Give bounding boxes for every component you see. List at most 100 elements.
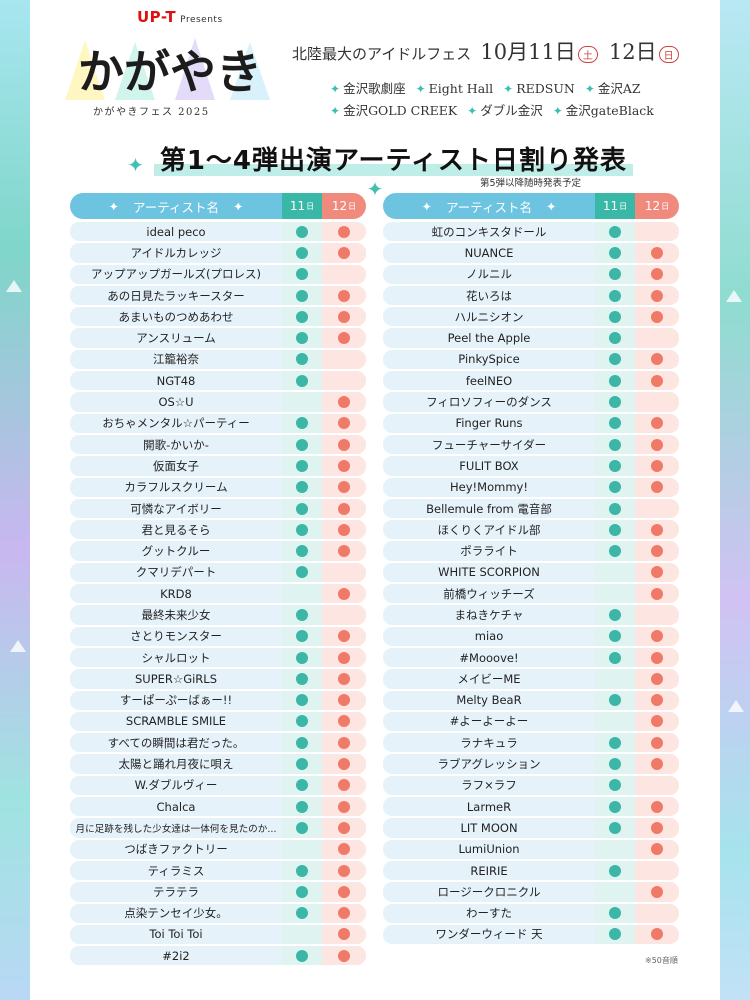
day12-cell [322,711,366,732]
table-row: すべての瞬間は君だった。 [70,733,366,753]
day11-mark [296,715,308,728]
artist-name: まねきケチャ [383,605,595,625]
day11-mark [296,459,308,472]
table-row: カラフルスクリーム [70,477,366,497]
artist-name: フィロソフィーのダンス [383,392,595,412]
artist-name: ワンダーウィード 天 [383,924,595,945]
day11-mark [609,736,621,749]
table-row: 君と見るそら [70,520,366,540]
day12-mark [338,246,350,259]
venue-item: ✦ 金沢GOLD CREEK [330,100,457,122]
day11-mark [609,694,621,707]
day12-mark [338,289,350,302]
day11-mark [296,630,308,643]
day12-cell [635,243,679,263]
day11-mark [296,907,308,920]
table-row: グットクルー [70,541,366,561]
day12-mark [338,907,350,920]
day11-cell [595,733,635,753]
artist-name: ノルニル [383,264,595,284]
day11-cell [282,477,322,497]
day12-mark [338,672,350,685]
day12-cell [322,456,366,476]
day12-mark [651,268,663,281]
day11-mark [609,374,621,387]
day12-mark [651,481,663,494]
presenter-label: UP-T Presents [137,8,223,26]
venue-item: ✦ ダブル金沢 [467,100,543,122]
sparkle-icon: ✦ [330,104,341,118]
day11-mark [609,332,621,345]
table-row: 可憐なアイボリー [70,498,366,519]
day11-cell [595,371,635,391]
right-decor-strip [720,0,750,1000]
day12-cell [635,775,679,796]
day12-mark [338,545,350,558]
day11-mark [609,523,621,536]
artist-name: さとりモンスター [70,626,282,646]
day11-cell [282,924,322,945]
table-row: #よーよーよー [383,711,679,732]
day12-cell [322,733,366,753]
artist-name: グットクルー [70,541,282,561]
artist-name: アイドルカレッジ [70,243,282,263]
day11-mark [609,758,621,771]
table-row: Peel the Apple [383,328,679,348]
day11-mark [296,779,308,792]
table-row: W.ダブルヴィー [70,775,366,796]
headline-text: 第1〜4弾出演アーティスト日割り発表 [153,146,633,176]
day12-cell [635,733,679,753]
day11-cell [595,285,635,306]
table-row: アンスリューム [70,328,366,348]
day12-mark [651,630,663,643]
day12-cell [322,371,366,391]
day12-cell [322,520,366,540]
artist-name: KRD8 [70,584,282,604]
table-row: ほくりくアイドル部 [383,520,679,540]
artist-name: すーぱーぷーばぁー!! [70,690,282,710]
headline: ✦ 第1〜4弾出演アーティスト日割り発表✦ [100,140,650,201]
artist-name: ラブアグレッション [383,754,595,774]
day12-cell [322,264,366,284]
day12-mark [651,736,663,749]
table-row: Finger Runs [383,413,679,433]
day12-cell [635,371,679,391]
table-row: SUPER☆GiRLS [70,669,366,689]
day11-cell [282,839,322,859]
artist-name: おちゃメンタル☆パーティー [70,413,282,433]
table-row: Hey!Mommy! [383,477,679,497]
table-row: あまいものつめあわせ [70,307,366,327]
day11-cell [282,584,322,604]
logo-text: かがやき [78,45,262,99]
artist-name: 月に足跡を残した少女達は一体何を見たのか... [70,818,282,838]
artist-name: あまいものつめあわせ [70,307,282,327]
day11-mark [296,736,308,749]
day11-cell [282,882,322,902]
artist-name: 江籠裕奈 [70,349,282,370]
day11-cell [595,775,635,796]
day11-mark [296,949,308,962]
day11-cell [282,775,322,796]
day11-mark [296,310,308,323]
col-day12-header: 12 日 [635,193,679,219]
day12-mark [651,310,663,323]
day11-cell [282,946,322,966]
table-row: 仮面女子 [70,456,366,476]
day12-cell [322,647,366,668]
day11-mark [296,651,308,664]
day11-mark [296,289,308,302]
sparkle-icon: ✦ [330,82,341,96]
day11-cell [282,669,322,689]
day11-mark [609,246,621,259]
day12-cell [635,562,679,583]
footnote: ※50音順 [645,956,678,965]
day11-cell [282,733,322,753]
table-row: ラナキュラ [383,733,679,753]
day11-mark [296,545,308,558]
artist-name: #よーよーよー [383,711,595,732]
artist-name: ideal peco [70,222,282,242]
day11-mark [296,268,308,281]
day12-cell [635,285,679,306]
day12-mark [651,566,663,579]
day12-mark [651,651,663,664]
